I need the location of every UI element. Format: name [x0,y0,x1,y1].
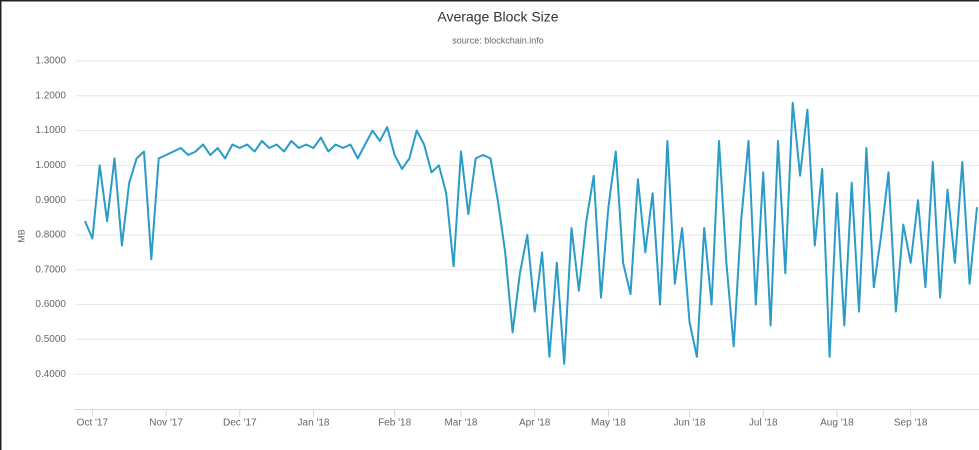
y-tick-label: 1.0000 [35,160,66,171]
x-tick-label: Feb '18 [378,418,411,429]
x-tick-label: Dec '17 [223,418,257,429]
y-tick-label: 1.1000 [35,125,66,136]
x-tick-label: Jun '18 [674,418,706,429]
x-tick-label: May '18 [591,418,626,429]
chart-title: Average Block Size [437,9,558,25]
x-tick-label: Sep '18 [894,418,928,429]
x-tick-label: Oct '17 [77,418,109,429]
y-tick-label: 0.9000 [35,195,66,206]
y-axis-label: MB [16,229,26,243]
y-tick-label: 0.7000 [35,264,66,275]
y-tick-label: 1.3000 [35,56,66,67]
y-tick-label: 1.2000 [35,90,66,101]
x-tick-label: Nov '17 [149,418,183,429]
data-line [84,101,978,365]
y-tick-label: 0.4000 [35,369,66,380]
y-tick-label: 0.5000 [35,334,66,345]
y-tick-label: 0.6000 [35,299,66,310]
x-tick-label: Jul '18 [749,418,778,429]
x-tick-label: Aug '18 [820,418,854,429]
x-tick-label: Apr '18 [519,418,551,429]
y-tick-label: 0.8000 [35,230,66,241]
chart-subtitle: source: blockchain.info [452,35,544,45]
x-tick-label: Mar '18 [444,418,477,429]
x-tick-label: Jan '18 [298,418,330,429]
